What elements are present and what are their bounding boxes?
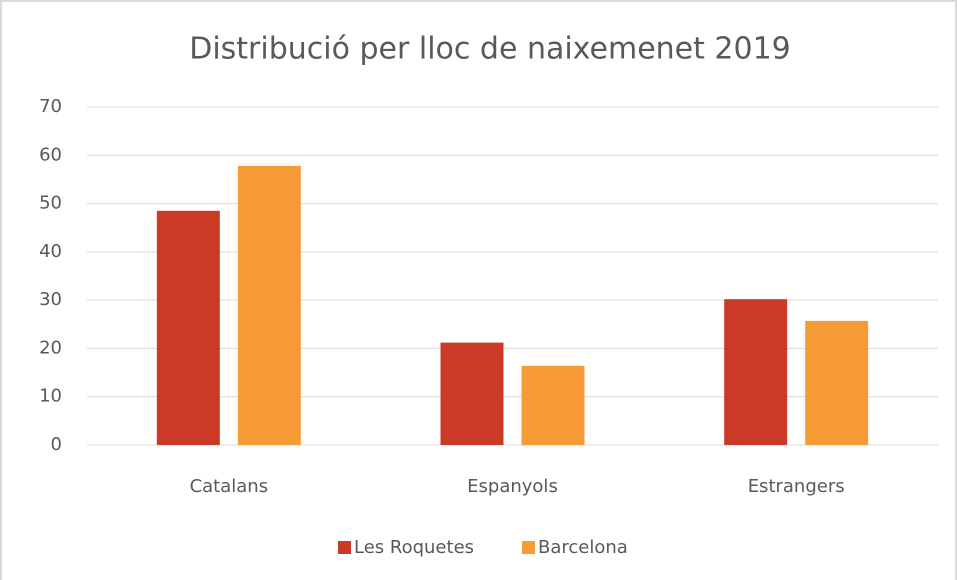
legend-swatch <box>338 541 351 554</box>
x-tick-label: Catalans <box>190 476 269 497</box>
y-tick-label: 50 <box>39 193 62 214</box>
y-tick-label: 70 <box>39 96 62 117</box>
y-tick-label: 30 <box>39 289 62 310</box>
legend-label: Barcelona <box>538 537 628 558</box>
y-tick-label: 10 <box>39 386 62 407</box>
chart-title: Distribució per lloc de naixemenet 2019 <box>189 32 791 67</box>
y-tick-label: 40 <box>39 241 62 262</box>
bar <box>440 342 504 445</box>
bar <box>805 320 869 445</box>
x-tick-label: Espanyols <box>467 476 558 497</box>
x-tick-label: Estrangers <box>748 476 845 497</box>
legend-swatch <box>522 541 535 554</box>
bar <box>521 365 585 445</box>
y-tick-label: 20 <box>39 337 62 358</box>
legend-label: Les Roquetes <box>354 537 474 558</box>
y-tick-label: 0 <box>51 434 62 455</box>
y-tick-label: 60 <box>39 144 62 165</box>
bar <box>237 165 301 445</box>
bar <box>156 210 220 445</box>
bar <box>724 299 788 445</box>
